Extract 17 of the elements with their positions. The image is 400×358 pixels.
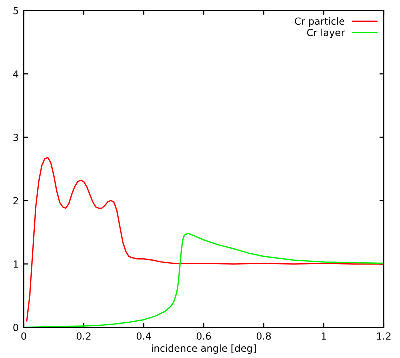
legend-label: Cr layer [307,28,346,38]
x-tick-label: 0.8 [256,332,272,340]
x-tick-label: 0.2 [76,332,91,340]
y-tick-label: 1 [14,260,18,268]
y-tick-label: 0 [14,324,18,332]
y-tick-label: 4 [13,70,19,78]
x-tick-label: 0.6 [196,332,212,340]
line-series [26,157,384,322]
y-tick-label: 3 [14,134,18,142]
x-tick-label: 0 [22,332,26,340]
y-tick-label: 2 [14,197,18,205]
x-axis-title: incidence angle [deg] [152,344,256,354]
legend-label: Cr particle [295,18,345,27]
y-tick-label: 5 [14,7,18,15]
x-tick-label: 0.4 [136,332,152,340]
x-tick-label: 1 [322,332,326,340]
x-tick-label: 1.2 [377,332,391,340]
